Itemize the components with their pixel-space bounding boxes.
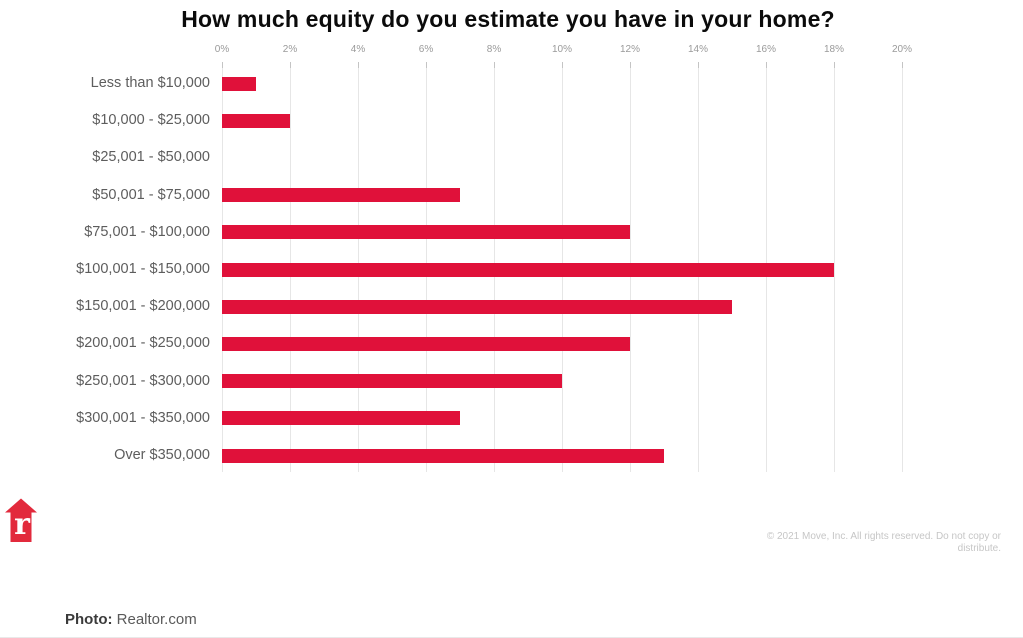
x-tick-label: 0% (214, 44, 230, 55)
bar (222, 188, 460, 203)
category-label: $75,001 - $100,000 (84, 223, 210, 240)
category-labels: Less than $10,000 $10,000 - $25,000 $25,00… (0, 65, 210, 474)
category-label: Less than $10,000 (90, 75, 210, 91)
photo-credit-source: Realtor.com (116, 611, 197, 628)
category-label: $100,001 - $150,000 (76, 260, 210, 277)
axis-tick (290, 62, 291, 68)
axis-tick (494, 62, 495, 68)
category-label: $25,001 - $50,000 (92, 149, 210, 166)
x-tick-label: 2% (282, 44, 298, 55)
logo-letter: r (14, 507, 31, 542)
axis-tick (358, 62, 359, 68)
x-axis: 0% 2% 4% 6% 8% 10% 12% 14% 16% 18% 20% (215, 44, 912, 58)
logo-house-shape (5, 498, 37, 542)
category-label: $150,001 - $200,000 (76, 298, 210, 315)
bar (222, 299, 732, 314)
x-tick-label: 16% (755, 44, 777, 55)
axis-tick (426, 62, 427, 68)
copyright-text: © 2021 Move, Inc. All rights reserved. D… (767, 531, 1001, 555)
x-tick-label: 12% (619, 44, 641, 55)
category-label: $300,001 - $350,000 (76, 409, 210, 426)
bar (222, 411, 460, 426)
plot-area (222, 62, 903, 472)
category-label: $10,000 - $25,000 (92, 112, 210, 129)
bar (222, 262, 834, 277)
category-label: $200,001 - $250,000 (76, 335, 210, 352)
photo-credit-label: Photo: (65, 611, 113, 628)
category-label: $50,001 - $75,000 (92, 186, 210, 203)
bar (222, 337, 630, 351)
realtor-home-logo-icon: r (5, 498, 37, 542)
bar (222, 374, 562, 389)
axis-tick (222, 62, 223, 68)
x-tick-label: 6% (418, 44, 434, 55)
gridline (902, 62, 903, 472)
copyright-line-2: distribute. (957, 543, 1001, 554)
category-label: Over $350,000 (114, 446, 210, 463)
x-tick-label: 4% (350, 44, 366, 55)
photo-credit: Photo: Realtor.com (65, 611, 197, 628)
chart-title: How much equity do you estimate you have… (181, 6, 835, 32)
category-label: $250,001 - $300,000 (76, 372, 210, 389)
axis-tick (834, 62, 835, 68)
axis-tick (698, 62, 699, 68)
bar (222, 113, 290, 128)
x-tick-label: 18% (823, 44, 845, 55)
bar (222, 225, 630, 240)
x-tick-label: 10% (551, 44, 573, 55)
gridline (834, 62, 835, 472)
bar (222, 76, 256, 91)
x-tick-label: 8% (486, 44, 502, 55)
axis-tick (630, 62, 631, 68)
copyright-line-1: © 2021 Move, Inc. All rights reserved. D… (766, 531, 1001, 542)
axis-tick (766, 62, 767, 68)
axis-tick (902, 62, 903, 68)
x-tick-label: 14% (687, 44, 709, 55)
bar (222, 448, 664, 463)
axis-tick (562, 62, 563, 68)
x-tick-label: 20% (891, 44, 913, 55)
